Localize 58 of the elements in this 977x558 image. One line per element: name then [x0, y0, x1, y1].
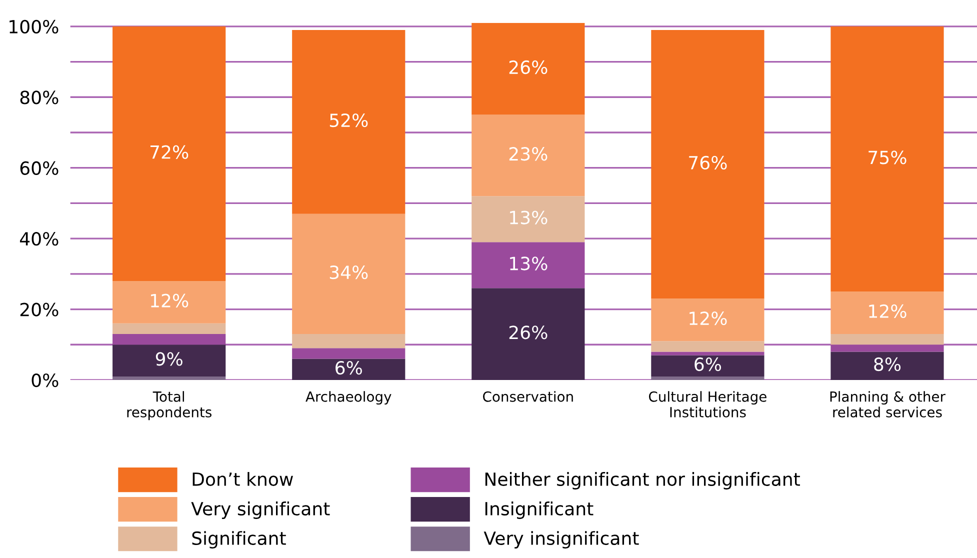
bar [651, 341, 764, 352]
data-label: 75% [868, 150, 906, 164]
x-tick-label: Total respondents [127, 391, 212, 420]
data-label: 6% [694, 357, 722, 372]
bar [651, 30, 764, 299]
data-label: 12% [869, 304, 906, 318]
data-label: 12% [690, 311, 727, 326]
data-label: 26% [509, 326, 548, 340]
y-tick-label: 80% [20, 90, 58, 104]
data-label: 9% [156, 352, 182, 366]
bar [112, 280, 226, 324]
bar [830, 292, 944, 334]
bar [292, 358, 406, 380]
bar [651, 376, 764, 380]
bar [292, 30, 406, 214]
bar [830, 334, 944, 345]
legend-label: Significant [192, 531, 286, 549]
y-tick-label: 100% [10, 20, 58, 34]
bar [472, 196, 585, 242]
data-label: 72% [150, 145, 188, 159]
y-tick-label: 0% [32, 373, 58, 388]
x-tick-label: Archaeology [306, 391, 392, 405]
data-label: 6% [336, 360, 362, 375]
legend-label: Very significant [191, 502, 330, 520]
data-label: 76% [689, 156, 727, 170]
bar [292, 334, 406, 348]
data-label: 13% [510, 256, 548, 270]
bar [472, 288, 585, 380]
bar [830, 352, 944, 380]
legend-label: Insignificant [485, 502, 594, 520]
y-tick-label: 40% [20, 232, 58, 246]
x-tick-label: Cultural Heritage Institutions [648, 391, 766, 418]
bar [651, 355, 764, 376]
y-tick-label: 60% [20, 161, 58, 175]
bar [112, 344, 226, 376]
data-label: 13% [510, 210, 548, 224]
x-tick-label: Planning & other related services [830, 391, 946, 418]
data-label: 23% [509, 147, 548, 161]
data-label: 26% [509, 60, 548, 74]
data-label: 34% [330, 266, 368, 280]
bar [651, 352, 764, 356]
legend-label: Neither significant nor insignificant [485, 472, 800, 490]
bar [292, 214, 406, 334]
bar [112, 26, 226, 281]
data-label: 8% [874, 357, 901, 372]
data-label: 12% [151, 294, 188, 308]
bar [830, 26, 944, 292]
legend-label: Don’t know [192, 472, 293, 486]
legend-label: Very insignificant [484, 531, 639, 549]
x-tick-label: Conservation [483, 391, 573, 402]
bar [472, 22, 585, 115]
bar [472, 114, 585, 196]
bar [651, 298, 764, 342]
bar [112, 376, 226, 380]
bar [112, 323, 226, 334]
bar [292, 348, 406, 359]
data-label: 52% [330, 113, 368, 128]
y-tick-label: 20% [20, 302, 58, 316]
